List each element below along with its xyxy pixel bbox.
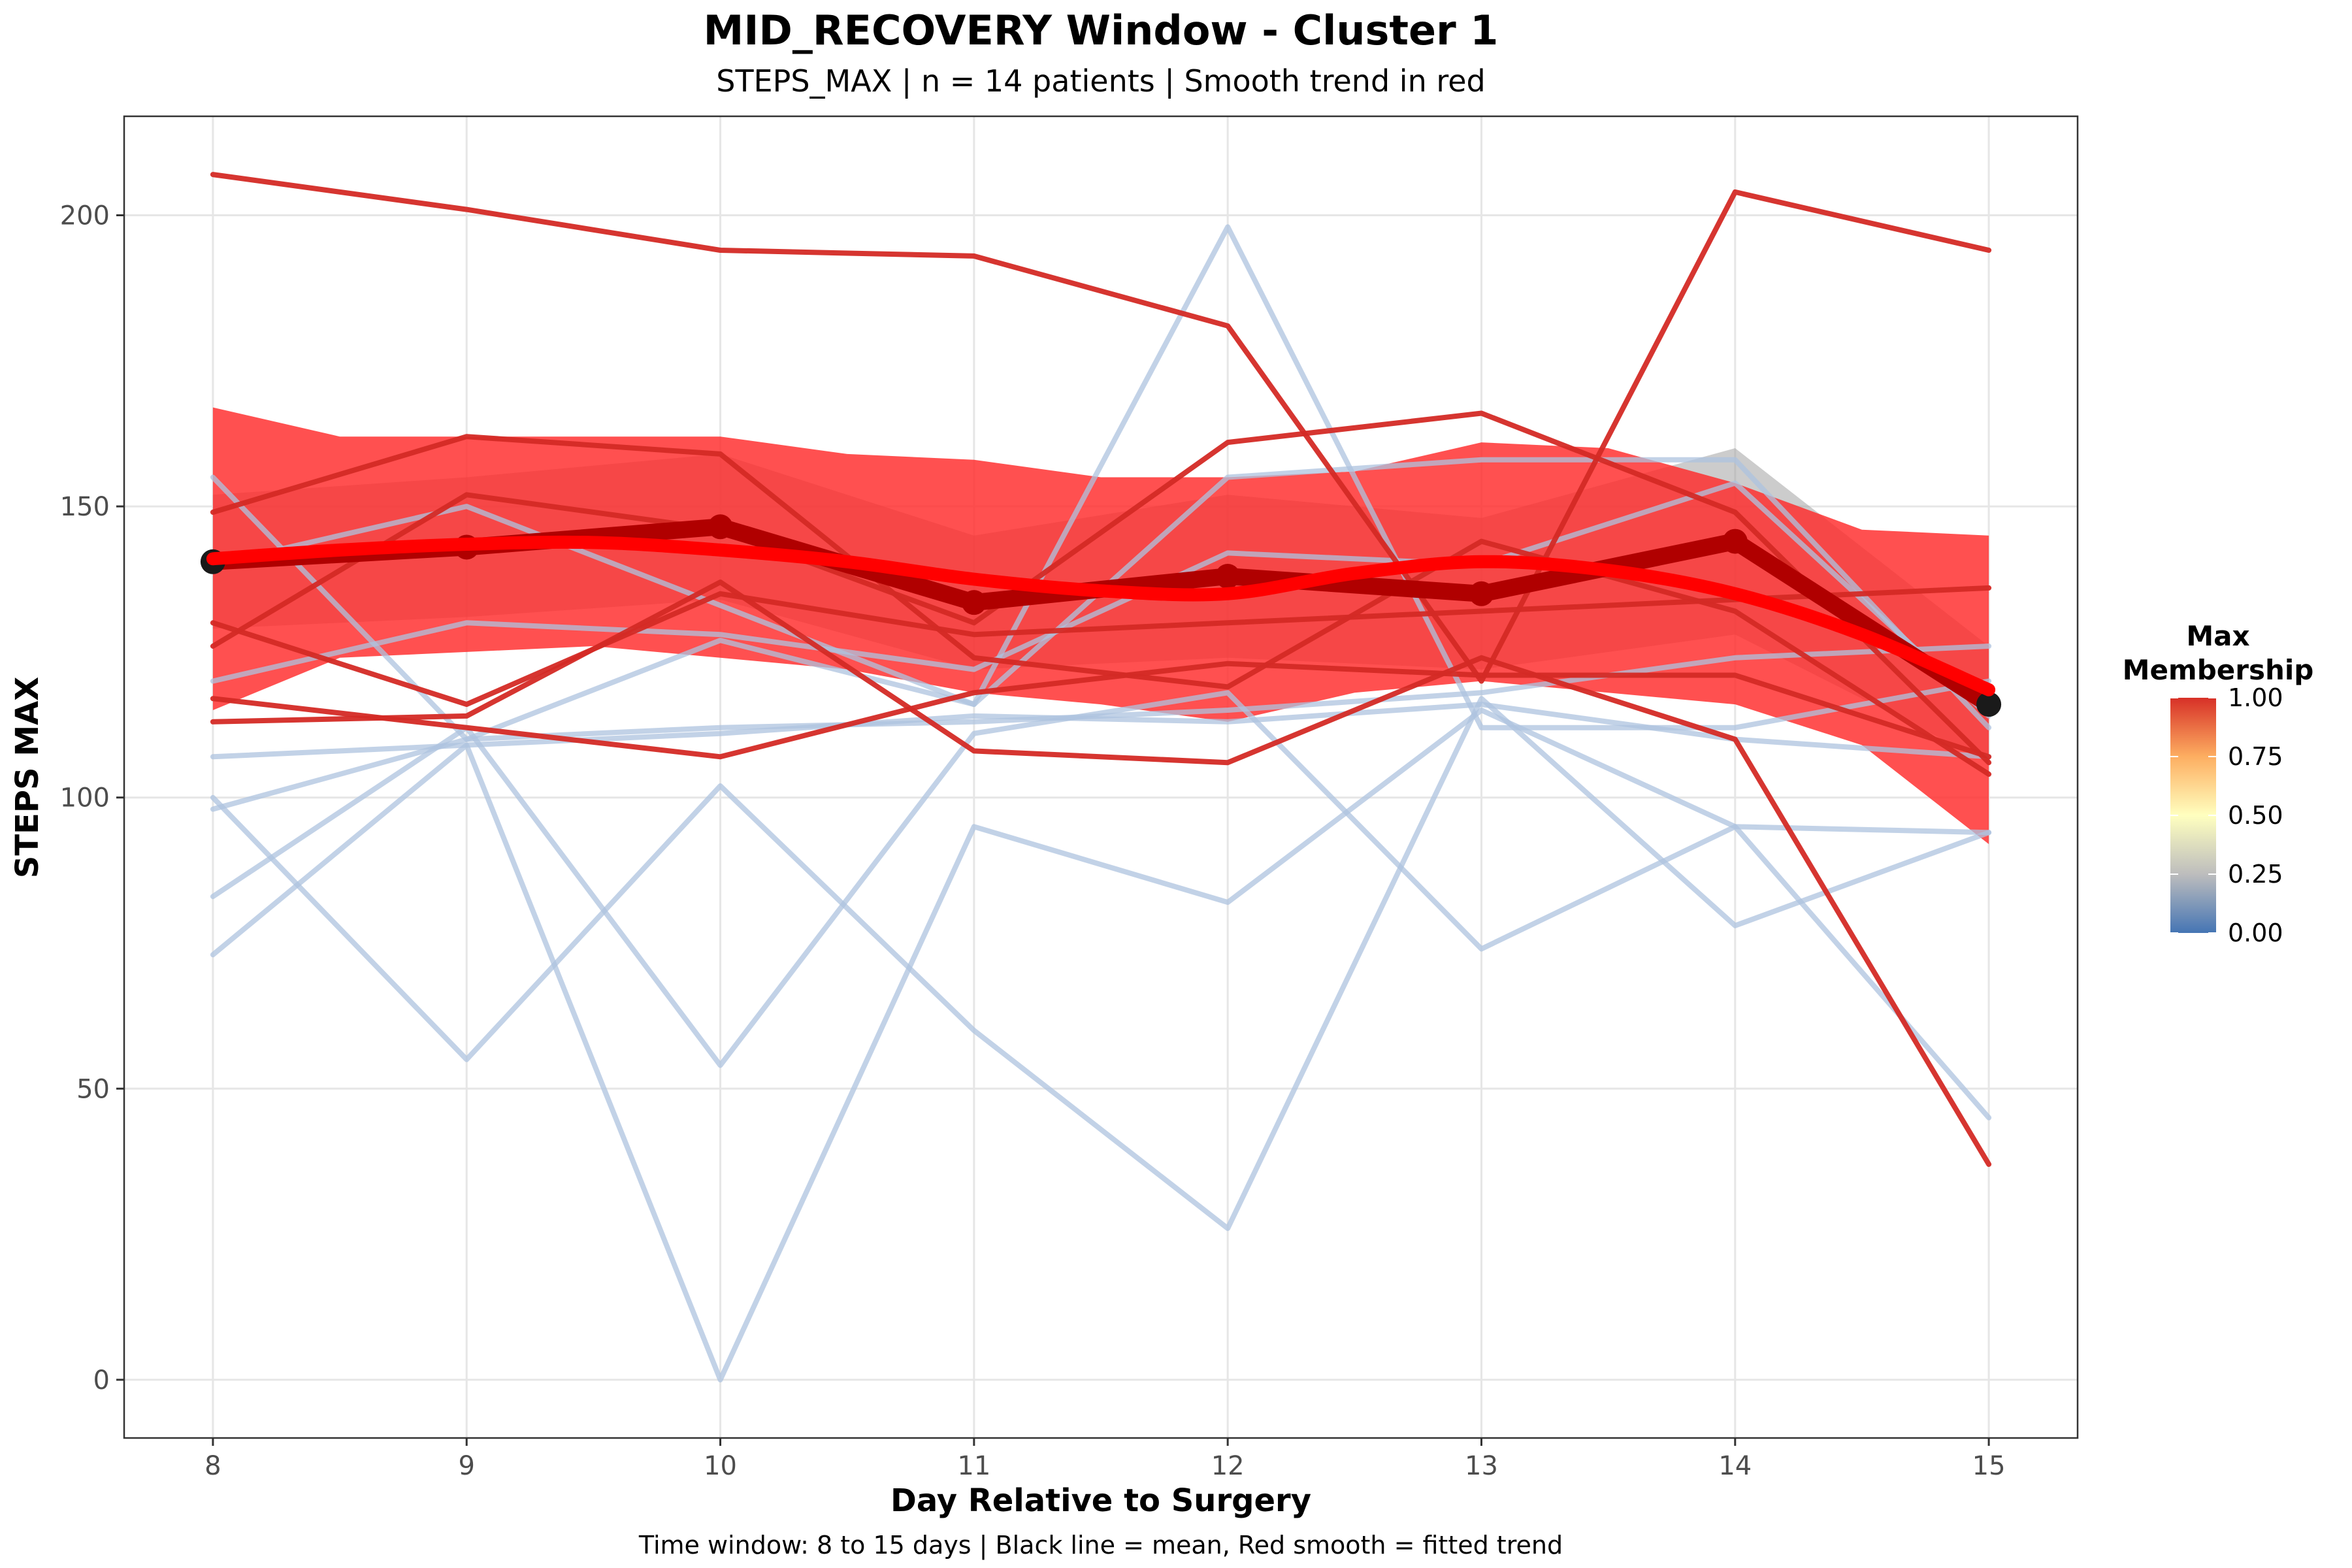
x-tick-label: 11: [957, 1451, 990, 1481]
patient-line-high-membership: [210, 661, 1992, 760]
mean-point: [708, 514, 733, 540]
x-tick-label: 8: [204, 1451, 221, 1481]
legend-ticks: 1.00 0.75 0.50 0.25 0.00: [2170, 683, 2283, 947]
patient-line-high-membership: [210, 172, 1992, 684]
patient-line-low-membership: [210, 690, 1992, 1120]
y-tick-label: 150: [60, 492, 110, 522]
x-tick-label: 13: [1465, 1451, 1498, 1481]
smooth-trend-line: [206, 535, 1996, 696]
smooth-ribbon: [212, 407, 1989, 844]
legend-title-line2: Membership: [2123, 654, 2314, 686]
x-tick-label: 15: [1972, 1451, 2006, 1481]
chart-caption: Time window: 8 to 15 days | Black line =…: [638, 1531, 1563, 1560]
patient-line-high-membership: [210, 410, 1992, 766]
legend-tick-label: 0.25: [2228, 860, 2283, 889]
y-tick-label: 100: [60, 783, 110, 813]
legend-title-line1: Max: [2186, 620, 2249, 652]
y-axis-title: STEPS MAX: [9, 677, 46, 878]
gridlines: [124, 116, 2078, 1438]
legend-tick-label: 0.00: [2228, 919, 2283, 947]
x-tick-label: 14: [1718, 1451, 1752, 1481]
chart-title: MID_RECOVERY Window - Cluster 1: [704, 7, 1499, 54]
patient-line-high-membership: [210, 580, 1992, 1168]
mean-point: [1722, 529, 1748, 554]
chart-subtitle: STEPS_MAX | n = 14 patients | Smooth tre…: [716, 63, 1486, 99]
y-tick-label: 200: [60, 201, 110, 231]
patient-line-high-membership: [210, 585, 1992, 708]
x-tick-label: 12: [1211, 1451, 1245, 1481]
patient-line-low-membership: [210, 708, 1992, 1382]
x-axis-title: Day Relative to Surgery: [890, 1482, 1311, 1519]
y-tick-label: 0: [93, 1365, 110, 1396]
legend-tick-label: 1.00: [2228, 683, 2283, 712]
legend: Max Membership 1.00 0.75 0.50 0.25 0.00: [2123, 620, 2314, 947]
mean-point: [961, 590, 987, 615]
y-tick-label: 50: [76, 1074, 110, 1104]
mean-point: [1976, 692, 2002, 717]
plot-border: [123, 115, 2079, 1439]
legend-tick-label: 0.75: [2228, 742, 2283, 771]
y-axis-ticks: 0 50 100 150 200: [60, 201, 124, 1396]
patient-line-low-membership: [210, 702, 1992, 760]
mean-and-smooth: [200, 514, 2002, 717]
mean-point: [1215, 564, 1241, 589]
x-axis-ticks: 8 9 10 11 12 13 14 15: [204, 1438, 2006, 1481]
mean-point: [1469, 581, 1494, 606]
x-tick-label: 9: [458, 1451, 474, 1481]
legend-tick-label: 0.50: [2228, 801, 2283, 830]
patient-line-low-membership: [210, 644, 1992, 812]
x-tick-label: 10: [704, 1451, 737, 1481]
plot-panel: [124, 116, 2078, 1438]
patient-line-low-membership: [210, 696, 1992, 1232]
